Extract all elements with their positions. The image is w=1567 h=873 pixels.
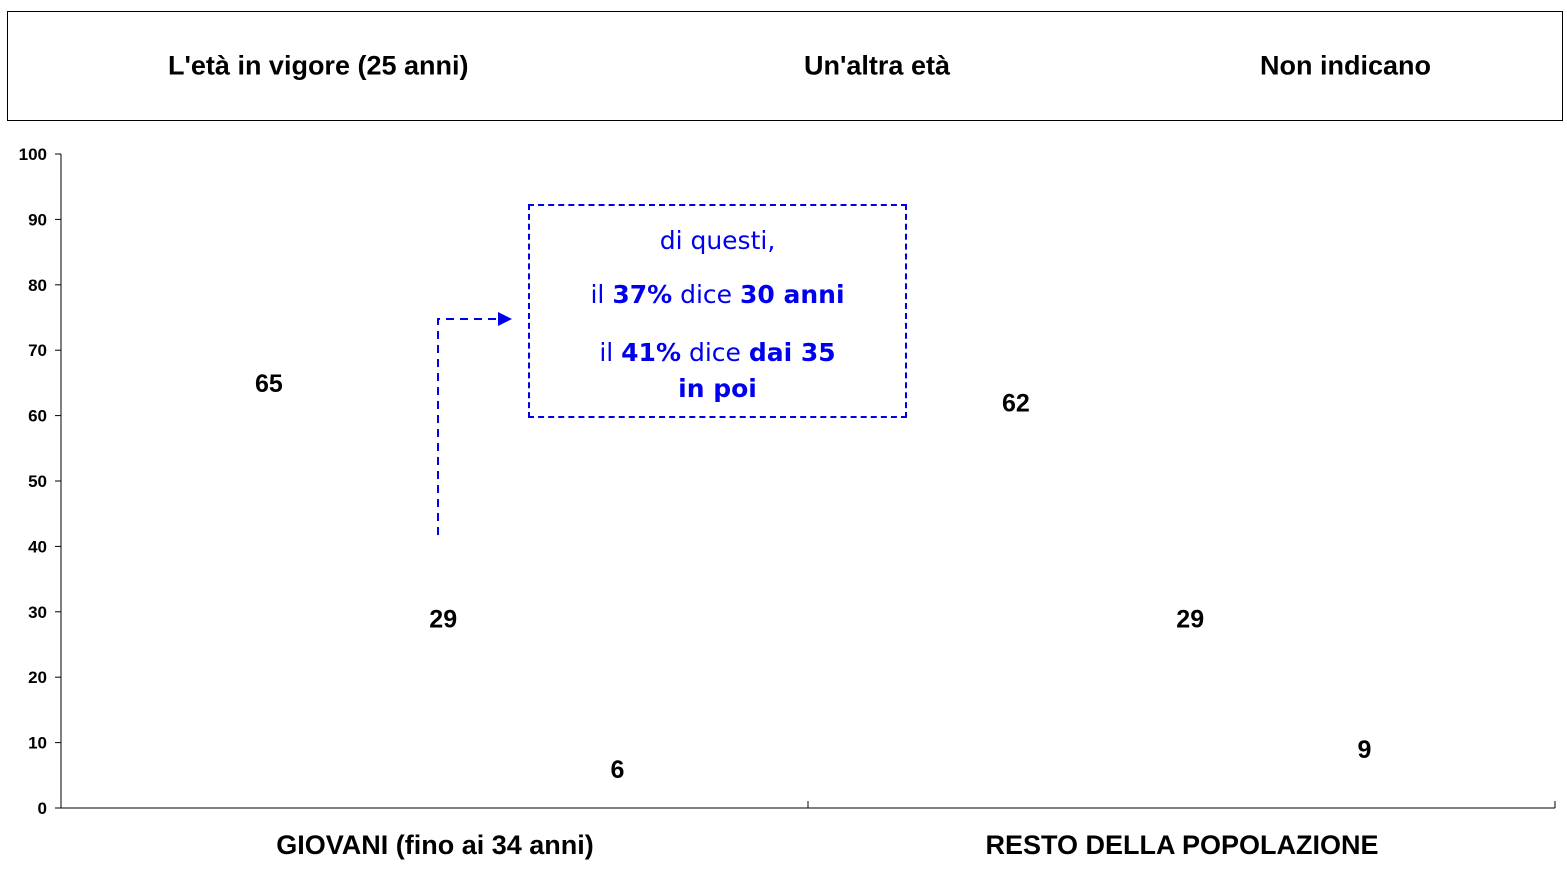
- data-label: 6: [611, 756, 625, 784]
- y-tick-label: 50: [28, 472, 47, 491]
- data-label: 9: [1358, 736, 1372, 764]
- legend-item-eta-in-vigore: L'età in vigore (25 anni): [168, 50, 469, 81]
- data-label: 65: [255, 370, 283, 398]
- data-label: 29: [1176, 605, 1204, 633]
- bar: [946, 403, 1085, 808]
- arrow-head: [498, 312, 512, 326]
- y-tick-label: 0: [38, 799, 47, 818]
- y-tick-label: 90: [28, 210, 47, 229]
- y-tick-label: 20: [28, 668, 47, 687]
- bar: [199, 383, 338, 808]
- bar: [373, 618, 512, 808]
- y-tick-label: 100: [19, 145, 47, 164]
- legend-item-altra-eta: Un'altra età: [804, 50, 950, 81]
- arrow-line: [437, 318, 498, 535]
- y-tick-label: 80: [28, 276, 47, 295]
- y-tick-label: 10: [28, 734, 47, 753]
- note-line-3: il 41% dice dai 35: [599, 338, 836, 367]
- y-tick-label: 30: [28, 603, 47, 622]
- callout-arrow: [437, 312, 512, 535]
- note-line-4: in poi: [678, 374, 757, 403]
- note-line-1: di questi,: [659, 226, 776, 255]
- y-tick-label: 70: [28, 341, 47, 360]
- legend: L'età in vigore (25 anni) Un'altra età N…: [7, 11, 1563, 121]
- category-label-giovani: GIOVANI (fino ai 34 anni): [276, 830, 594, 860]
- legend-item-non-indicano: Non indicano: [1260, 50, 1431, 81]
- bar: [1120, 618, 1259, 808]
- data-label: 29: [429, 605, 457, 633]
- note-line-2: il 37% dice 30 anni: [590, 280, 845, 309]
- y-tick-label: 60: [28, 407, 47, 426]
- callout-note: di questi, il 37% dice 30 anni il 41% di…: [528, 204, 907, 418]
- data-labels: 65 29 6 62 29 9: [199, 370, 1372, 808]
- axes: 0 10 20 30 40 50 60 70 80 90 100: [19, 145, 1556, 818]
- category-label-resto-popolazione: RESTO DELLA POPOLAZIONE: [985, 830, 1379, 860]
- data-label: 62: [1002, 390, 1030, 418]
- y-tick-label: 40: [28, 537, 47, 556]
